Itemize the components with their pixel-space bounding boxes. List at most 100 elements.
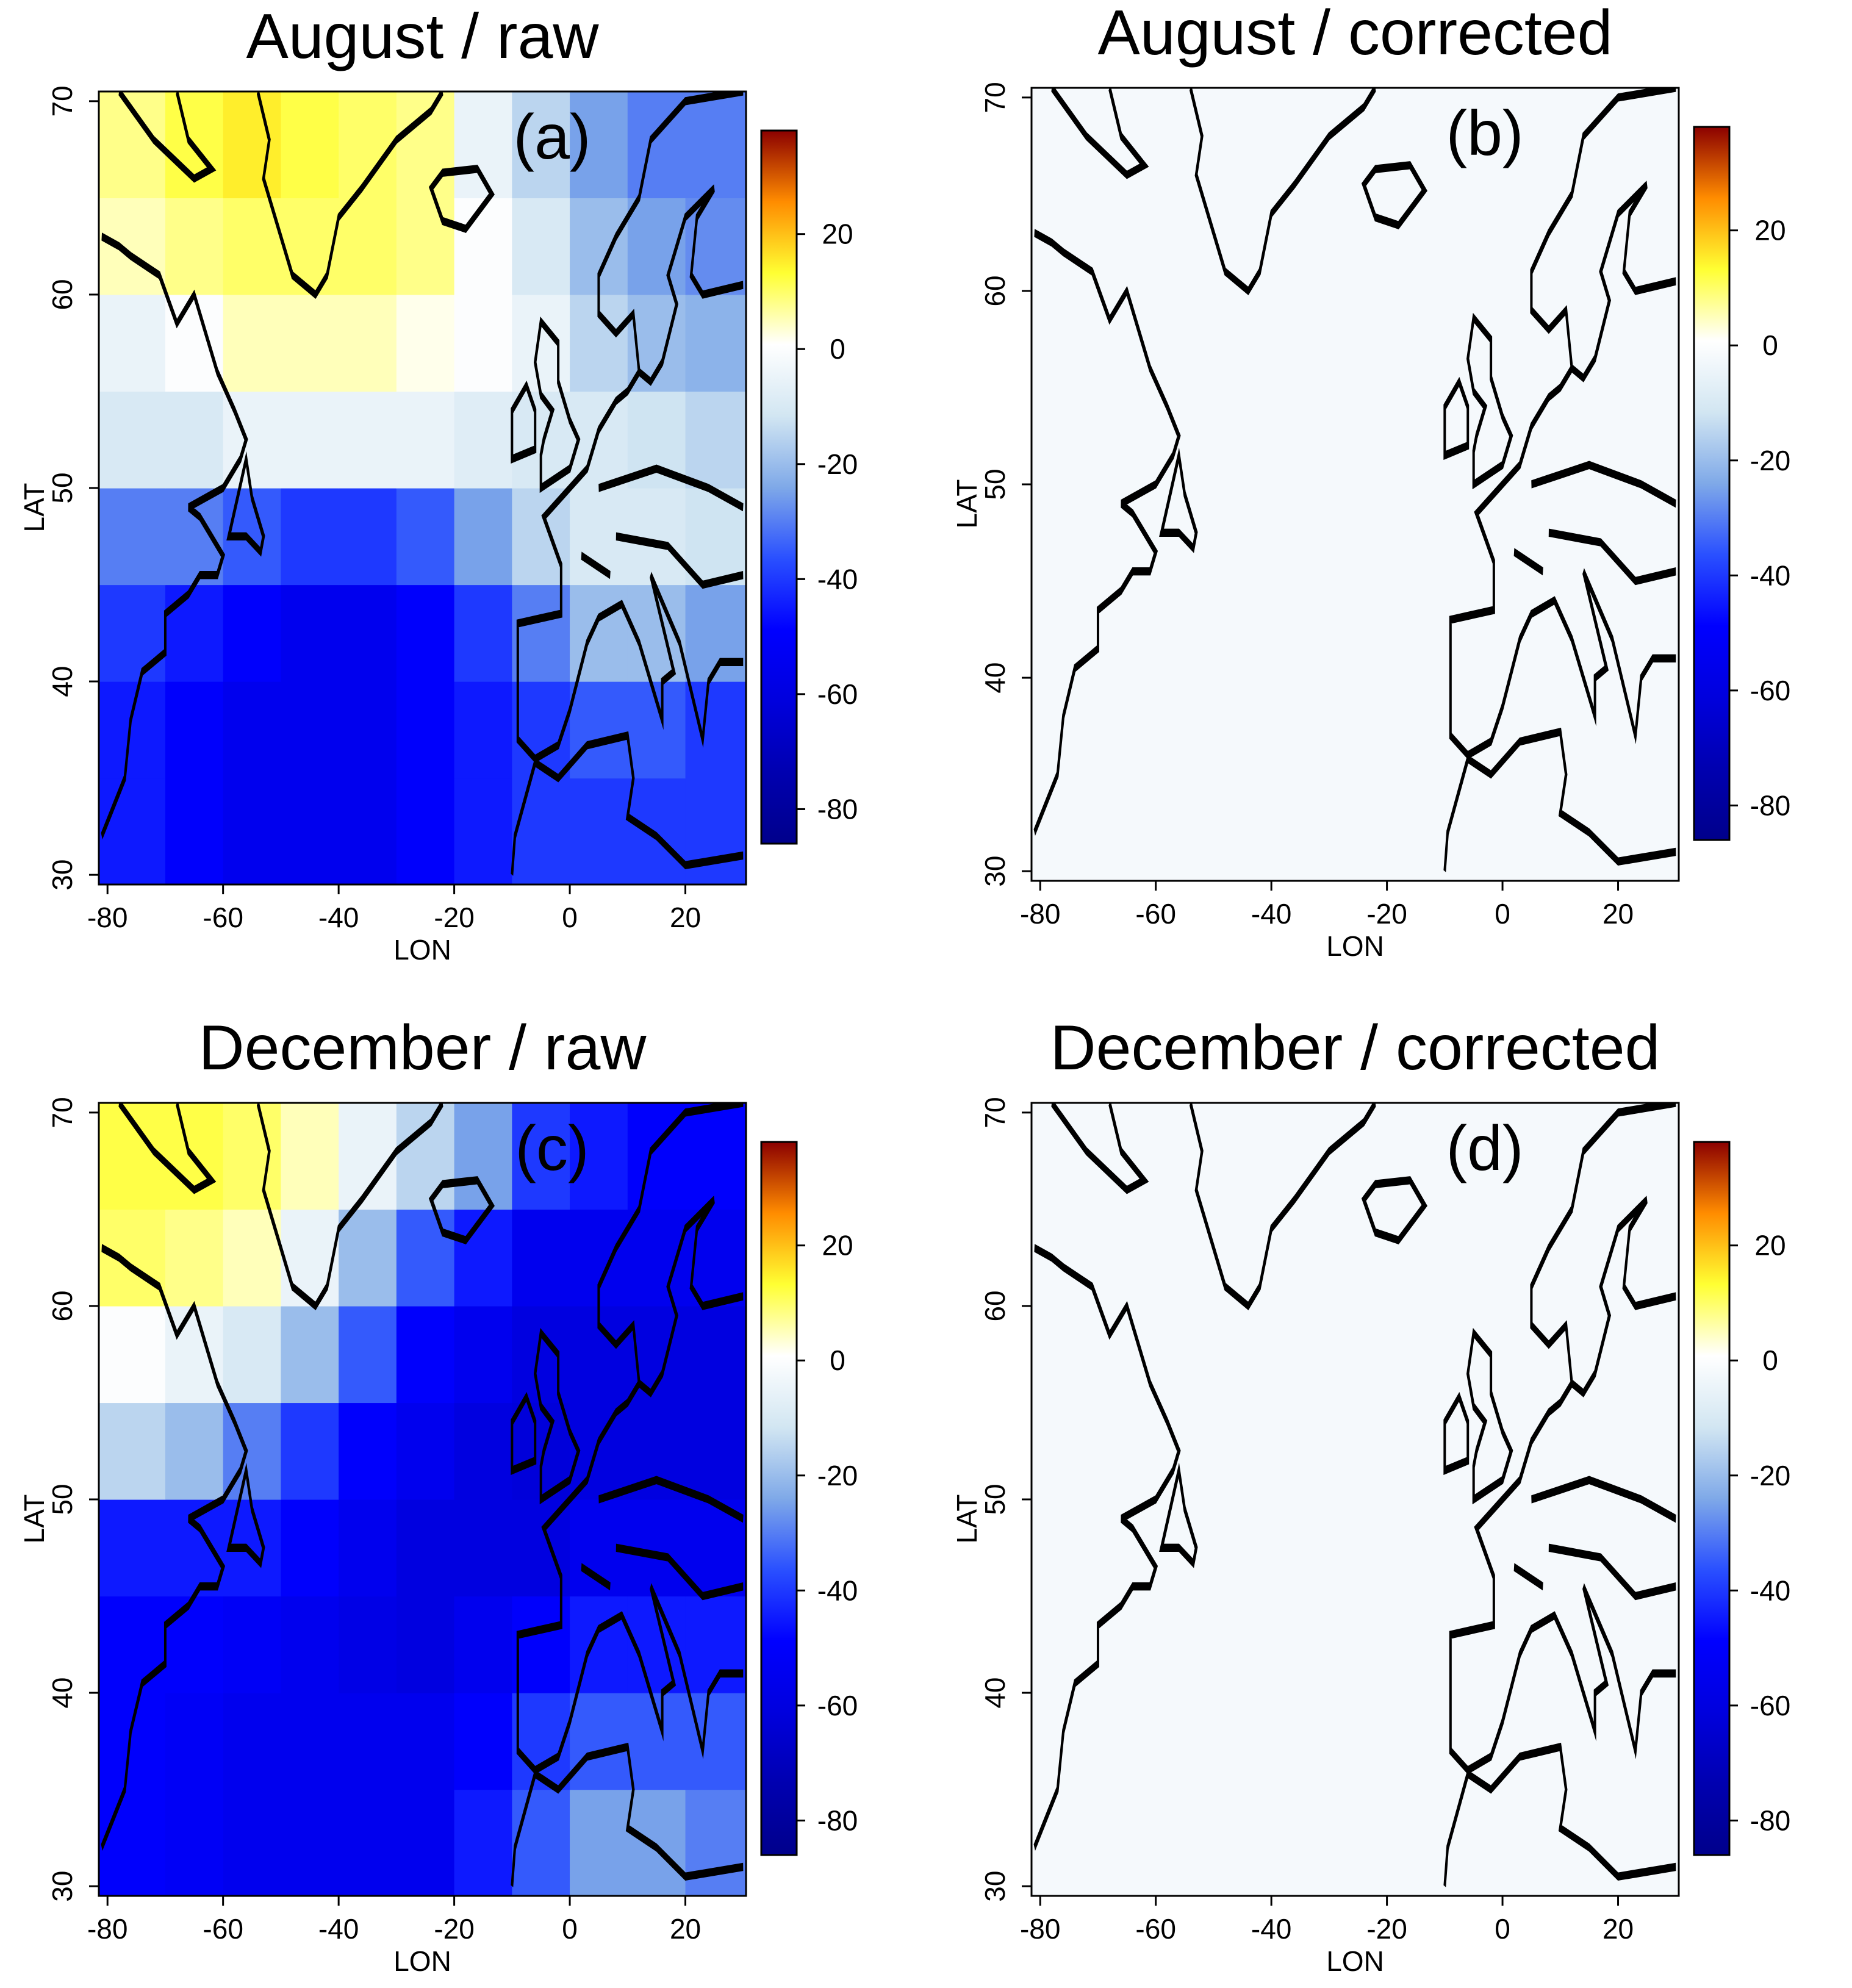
x-tick-label: -60 (1135, 1913, 1175, 1945)
heatmap-cell (1213, 678, 1272, 775)
heatmap-cell (1097, 290, 1157, 389)
heatmap-cell (1329, 774, 1388, 881)
x-tick-label: -80 (87, 1913, 127, 1945)
x-tick-label: 0 (1495, 898, 1510, 930)
heatmap-cell (1618, 1402, 1679, 1500)
heatmap-cell (339, 391, 397, 489)
heatmap-cell (99, 1402, 166, 1500)
heatmap-cell (396, 778, 455, 885)
y-tick-label: 70 (979, 1097, 1011, 1128)
heatmap-cell (454, 1693, 512, 1790)
x-tick-label: -80 (1020, 898, 1060, 930)
heatmap-cell (512, 1209, 570, 1307)
heatmap-cell (339, 1789, 397, 1896)
heatmap-cell (1329, 484, 1388, 582)
heatmap-cell (1445, 1789, 1503, 1896)
heatmap-cell (223, 1103, 282, 1210)
heatmap-cell (223, 681, 282, 779)
heatmap-cell (1329, 1305, 1388, 1404)
heatmap-cell (1560, 1789, 1619, 1896)
colorbar-tick-label: -60 (1750, 675, 1790, 706)
heatmap-cell (165, 1402, 224, 1500)
colorbar-tick-label: 0 (1762, 329, 1778, 361)
heatmap-cell (281, 778, 339, 885)
heatmap-cell (396, 1103, 455, 1210)
heatmap-cell (339, 198, 397, 295)
heatmap-cell (1032, 290, 1099, 389)
heatmap-cell (1445, 774, 1503, 881)
heatmap-cell (1445, 1103, 1503, 1210)
x-axis-label: LON (393, 934, 451, 966)
x-tick-label: 0 (562, 902, 578, 933)
heatmap-cell (223, 1693, 282, 1790)
heatmap-cell (454, 294, 512, 392)
heatmap-cell (1271, 1693, 1330, 1790)
heatmap-cell (1032, 387, 1099, 485)
x-tick-label: -80 (87, 902, 127, 933)
heatmap-cell (512, 1103, 570, 1210)
heatmap-cell (1097, 1305, 1157, 1404)
heatmap-cell (165, 1209, 224, 1307)
panel-label: (c) (515, 1113, 589, 1184)
heatmap-cell (1329, 1499, 1388, 1597)
heatmap-cell (165, 1789, 224, 1896)
heatmap-cell (1387, 290, 1445, 389)
heatmap-cell (1445, 1209, 1503, 1307)
heatmap-cell (1560, 774, 1619, 881)
heatmap-cell (685, 1402, 747, 1500)
heatmap (99, 1103, 747, 1896)
x-tick-label: -40 (318, 902, 359, 933)
heatmap-cell (454, 198, 512, 295)
heatmap-cell (454, 488, 512, 586)
x-axis-label: LON (1326, 1945, 1384, 1977)
heatmap-cell (281, 294, 339, 392)
x-tick-label: 0 (1495, 1913, 1510, 1945)
heatmap-cell (1618, 88, 1679, 195)
colorbar-tick-label: -40 (817, 1574, 858, 1606)
y-tick-label: 30 (979, 856, 1011, 887)
heatmap-cell (1097, 774, 1157, 881)
heatmap-cell (1032, 581, 1099, 678)
y-tick-label: 50 (979, 468, 1011, 500)
colorbar-tick-label: 0 (830, 1344, 845, 1376)
heatmap-cell (281, 1499, 339, 1597)
heatmap-cell (281, 198, 339, 295)
colorbar-tick-label: -60 (1750, 1690, 1790, 1721)
y-tick-label: 30 (979, 1871, 1011, 1902)
heatmap-cell (396, 1402, 455, 1500)
heatmap-cell (570, 1103, 628, 1210)
heatmap-cell (339, 1209, 397, 1307)
heatmap-cell (1213, 1305, 1272, 1404)
heatmap-cell (396, 488, 455, 586)
heatmap-cell (339, 488, 397, 586)
heatmap-cell (99, 681, 166, 779)
heatmap-cell (99, 488, 166, 586)
heatmap-cell (99, 1596, 166, 1693)
heatmap-cell (1329, 290, 1388, 389)
heatmap-cell (1271, 290, 1330, 389)
heatmap-cell (1329, 678, 1388, 775)
heatmap-cell (1387, 1402, 1445, 1500)
colorbar-tick-label: -20 (817, 448, 858, 480)
heatmap-cell (1213, 1402, 1272, 1500)
heatmap-cell (1271, 194, 1330, 292)
heatmap-cell (1032, 484, 1099, 582)
y-tick-label: 50 (46, 472, 78, 503)
heatmap-cell (1387, 1596, 1445, 1693)
heatmap-cell (1213, 1209, 1272, 1307)
heatmap-cell (1329, 581, 1388, 678)
heatmap-cell (1032, 1499, 1099, 1597)
heatmap-cell (165, 1693, 224, 1790)
heatmap-cell (99, 1789, 166, 1896)
y-tick-label: 60 (979, 1290, 1011, 1321)
heatmap (99, 92, 747, 885)
heatmap-cell (1155, 1305, 1215, 1404)
x-tick-label: 20 (1603, 1913, 1634, 1945)
heatmap-cell (281, 1596, 339, 1693)
heatmap-cell (1097, 1789, 1157, 1896)
heatmap-cell (165, 778, 224, 885)
colorbar (1693, 1141, 1731, 1856)
heatmap-cell (1387, 774, 1445, 881)
colorbar (760, 1141, 798, 1856)
heatmap-cell (570, 778, 628, 885)
